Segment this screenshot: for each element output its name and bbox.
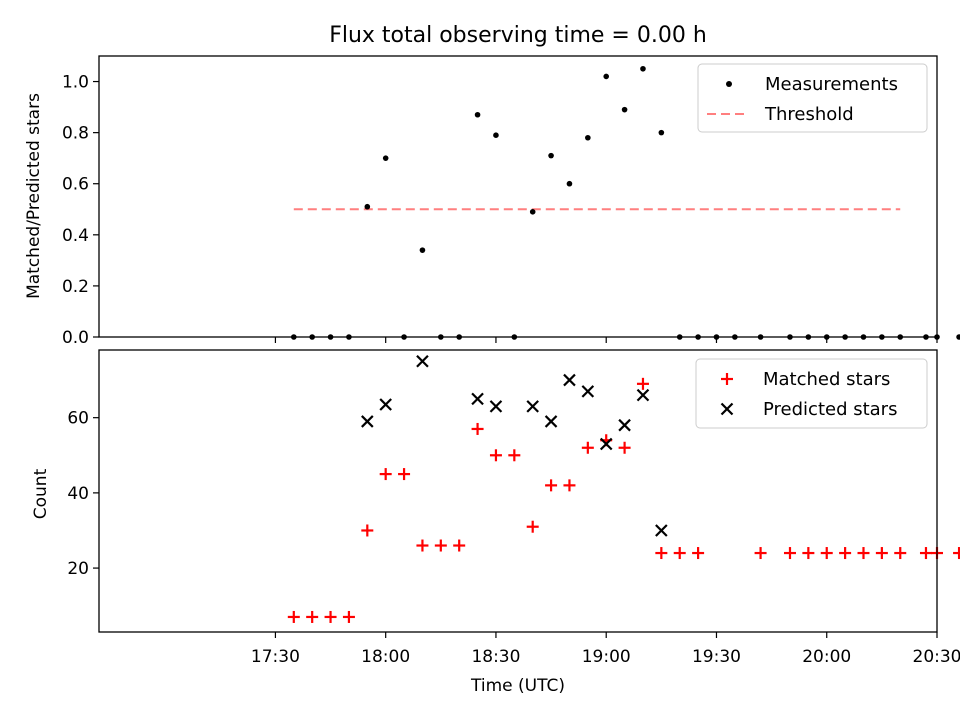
- x-tick-label: 19:00: [582, 647, 631, 667]
- legend-matched-label: Matched stars: [763, 369, 890, 390]
- top-y-tick-label: 1.0: [62, 73, 89, 93]
- legend-measurements-label: Measurements: [765, 74, 898, 95]
- bottom-y-tick-label: 60: [67, 409, 89, 429]
- x-tick-label: 17:30: [251, 647, 300, 667]
- measurement-point: [530, 209, 536, 215]
- measurement-point: [365, 204, 371, 210]
- measurement-point: [659, 130, 665, 136]
- measurement-point: [383, 155, 389, 161]
- measurement-point: [493, 132, 499, 138]
- legend-threshold-label: Threshold: [764, 104, 854, 125]
- measurement-point: [475, 112, 481, 118]
- chart-title: Flux total observing time = 0.00 h: [329, 23, 707, 48]
- measurement-point: [420, 247, 426, 253]
- top-legend: Measurements Threshold: [698, 64, 927, 132]
- top-y-tick-label: 0.2: [62, 277, 89, 297]
- bottom-y-axis-label: Count: [31, 468, 51, 519]
- legend-measurements-marker: [726, 81, 732, 87]
- top-y-tick-label: 0.0: [62, 328, 89, 348]
- bottom-legend: Matched stars Predicted stars: [696, 359, 927, 428]
- top-y-axis-label: Matched/Predicted stars: [24, 93, 44, 299]
- x-tick-label: 20:00: [802, 647, 851, 667]
- bottom-y-tick-label: 20: [67, 559, 89, 579]
- x-tick-label: 18:00: [361, 647, 410, 667]
- top-y-tick-label: 0.6: [62, 175, 89, 195]
- x-tick-label: 19:30: [692, 647, 741, 667]
- x-tick-label: 18:30: [471, 647, 520, 667]
- measurement-point: [640, 66, 646, 72]
- x-tick-label: 20:30: [913, 647, 960, 667]
- top-y-tick-label: 0.4: [62, 226, 89, 246]
- measurement-point: [622, 107, 628, 113]
- measurement-point: [603, 74, 609, 80]
- top-y-tick-label: 0.8: [62, 124, 89, 144]
- measurement-point: [567, 181, 573, 187]
- measurement-point: [548, 153, 554, 159]
- legend-predicted-label: Predicted stars: [763, 399, 897, 420]
- x-axis-label: Time (UTC): [470, 676, 565, 696]
- measurement-point: [585, 135, 591, 141]
- bottom-y-tick-label: 40: [67, 484, 89, 504]
